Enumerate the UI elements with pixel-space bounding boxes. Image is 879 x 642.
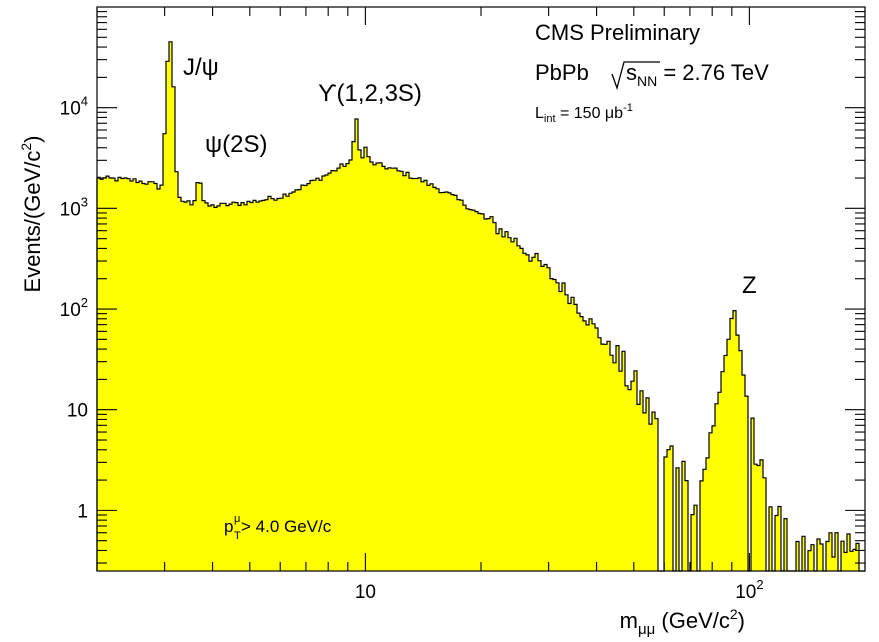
- x-tick-label: 102: [735, 577, 763, 603]
- collision-system-label: PbPb sNN = 2.76 TeV: [535, 60, 769, 91]
- y-tick-label-base: 10: [60, 99, 81, 120]
- upsilon-peak-label: ϒ(1,2,3S): [318, 80, 422, 107]
- x-tick-label-base: 10: [735, 582, 756, 603]
- y-axis-title-sup: 2: [18, 143, 34, 151]
- y-tick-label-base: 10: [60, 199, 81, 220]
- pt-cut-label: p μ T > 4.0 GeV/c: [224, 513, 332, 542]
- histogram-outline: [96, 41, 865, 572]
- y-axis-title: Events/(GeV/c2): [18, 136, 45, 293]
- y-tick-label: 102: [60, 295, 88, 321]
- z-peak-label: Z: [742, 272, 757, 299]
- y-tick-label: 10: [67, 401, 88, 422]
- y-tick-label-sup: 2: [81, 295, 88, 310]
- energy-label: sNN = 2.76 TeV: [626, 60, 769, 89]
- y-tick-label-base: 1: [77, 501, 88, 522]
- x-axis-title-main: m: [620, 608, 638, 633]
- histogram-fill: [97, 41, 865, 572]
- x-tick-label: 10: [355, 582, 376, 603]
- x-axis-title-sub: μμ: [638, 621, 655, 638]
- lumi-sup: -1: [623, 102, 633, 114]
- y-axis-title-close: ): [20, 136, 45, 143]
- pt-superscript: μ: [234, 513, 240, 525]
- pt-symbol: p: [224, 517, 233, 536]
- y-axis-title-main: Events/(GeV/c: [20, 151, 45, 293]
- pt-subscript: T: [234, 530, 241, 542]
- y-tick-label-sup: 3: [81, 194, 88, 209]
- lumi-main: L: [535, 105, 544, 122]
- sqrt-symbol: [611, 61, 660, 91]
- x-axis-title-units-sup: 2: [730, 606, 738, 622]
- sqrt-sub: NN: [637, 73, 657, 89]
- x-axis-title-close: ): [738, 608, 745, 633]
- histogram-layer: [96, 41, 865, 572]
- y-tick-label: 1: [77, 501, 88, 522]
- system-label: PbPb: [535, 60, 589, 85]
- lumi-sub: int: [544, 113, 556, 125]
- x-tick-label-base: 10: [355, 582, 376, 603]
- pt-cut-value: > 4.0 GeV/c: [241, 517, 332, 536]
- y-tick-label-base: 10: [67, 401, 88, 422]
- luminosity-label: Lint = 150 μb-1: [535, 102, 633, 125]
- tick-layer: [96, 7, 866, 571]
- sqrt-base: s: [626, 60, 637, 85]
- x-tick-label-sup: 2: [756, 577, 763, 592]
- y-tick-label: 104: [60, 94, 88, 120]
- y-tick-label-sup: 4: [81, 94, 88, 109]
- lumi-value: = 150 μb: [556, 105, 624, 122]
- jpsi-peak-label: J/ψ: [183, 54, 219, 81]
- psi2s-peak-label: ψ(2S): [205, 131, 267, 158]
- x-axis-title: mμμ (GeV/c2): [620, 606, 745, 638]
- y-tick-label-base: 10: [60, 300, 81, 321]
- y-tick-label: 103: [60, 194, 88, 220]
- x-axis-title-units: (GeV/c: [655, 608, 730, 633]
- energy-value: = 2.76 TeV: [657, 60, 769, 85]
- cms-preliminary-label: CMS Preliminary: [535, 20, 700, 45]
